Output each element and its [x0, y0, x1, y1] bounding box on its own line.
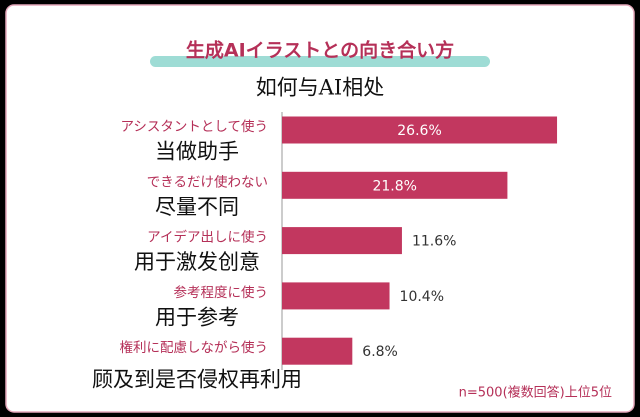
category-translation: 顾及到是否侵权再利用	[92, 368, 302, 392]
bar	[282, 116, 558, 144]
category-label: できるだけ使わない	[147, 173, 268, 190]
category-label: 権利に配慮しながら使う	[120, 339, 269, 356]
bar	[282, 337, 353, 365]
value-label: 10.4%	[400, 289, 444, 305]
category-label: 参考程度に使う	[174, 284, 269, 301]
category-label: アイデア出しに使う	[147, 229, 268, 246]
category-translation: 用于激发创意	[134, 250, 260, 274]
value-label: 21.8%	[372, 178, 416, 194]
panel	[5, 4, 635, 413]
category-translation: 当做助手	[155, 140, 239, 164]
value-label: 26.6%	[397, 123, 441, 139]
note: n=500(複数回答)上位5位	[459, 385, 612, 401]
category-translation: 用于参考	[155, 305, 239, 329]
title-highlight	[150, 56, 490, 67]
bar	[282, 171, 508, 199]
category-label: アシスタントとして使う	[120, 118, 268, 135]
value-label: 11.6%	[412, 234, 456, 250]
chart-title: 生成AIイラストとの向き合い方	[186, 39, 454, 62]
bar	[282, 282, 390, 310]
category-translation: 尽量不同	[155, 195, 239, 219]
value-label: 6.8%	[362, 344, 398, 360]
bar	[282, 227, 402, 255]
chart-subtitle: 如何与AI相处	[256, 76, 384, 100]
